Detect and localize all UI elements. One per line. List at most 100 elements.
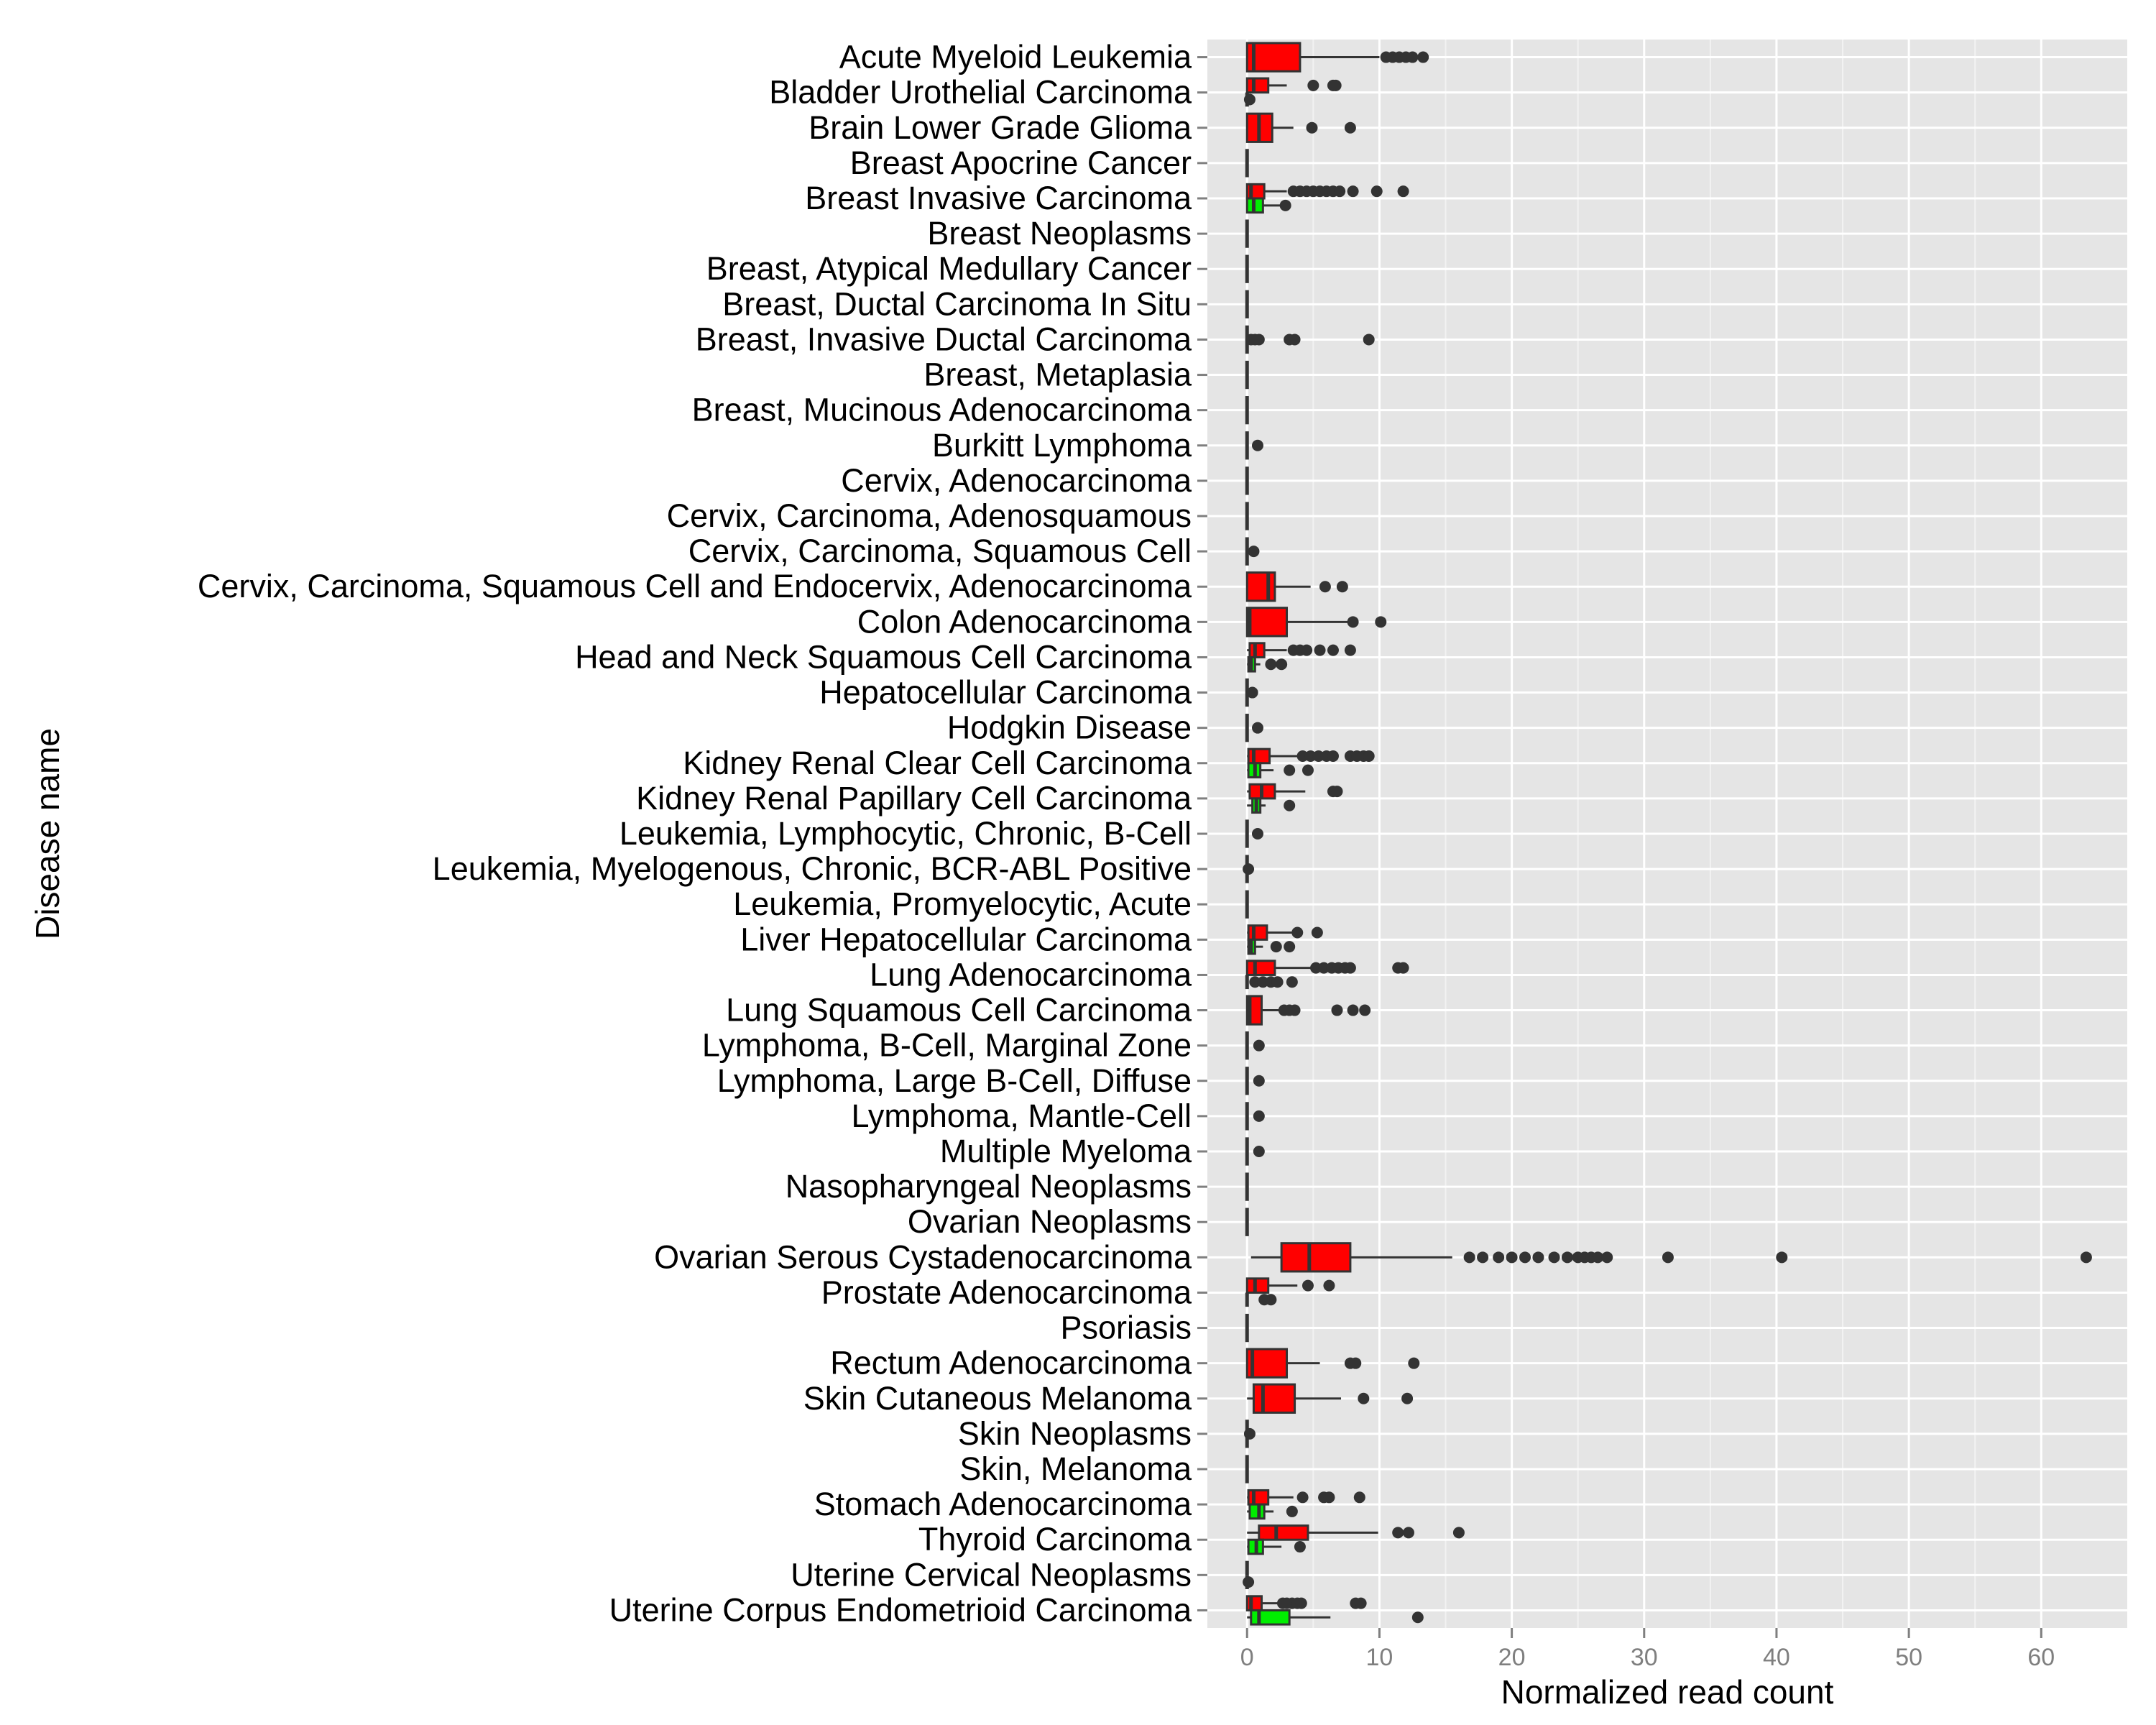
outlier-point [1463, 1251, 1475, 1264]
outlier-point [1294, 1541, 1306, 1553]
box-a [1245, 960, 1409, 976]
box-iqr [1245, 42, 1302, 73]
box-b [1245, 197, 1291, 214]
box-iqr [1252, 1383, 1296, 1414]
outlier-point [1314, 644, 1326, 656]
outlier-point [1243, 1576, 1255, 1588]
box-b [1247, 938, 1296, 955]
box-iqr [1245, 1277, 1270, 1294]
y-tick-label: Multiple Myeloma [940, 1133, 1192, 1169]
y-tick-label: Kidney Renal Papillary Cell Carcinoma [636, 780, 1192, 816]
outlier-point [1251, 439, 1263, 451]
box-iqr [1248, 642, 1266, 658]
outlier-point [1257, 976, 1269, 988]
y-tick-label: Skin Neoplasms [958, 1415, 1192, 1452]
x-tick-label: 10 [1366, 1644, 1393, 1671]
y-tick-label: Hodgkin Disease [947, 709, 1192, 746]
outlier-point [1397, 185, 1409, 198]
y-tick-label: Cervix, Carcinoma, Adenosquamous [667, 497, 1192, 534]
outlier-point [1318, 962, 1330, 974]
outlier-point [1344, 644, 1356, 656]
box-a [1245, 678, 1258, 707]
outlier-point [1532, 1251, 1544, 1264]
y-tick-label: Thyroid Carcinoma [918, 1521, 1192, 1558]
outlier-point [1249, 976, 1261, 988]
box-a [1250, 1242, 2092, 1273]
outlier-point [1519, 1251, 1531, 1264]
outlier-point [1243, 863, 1255, 875]
box-a [1245, 1067, 1265, 1095]
y-tick-label: Breast, Ductal Carcinoma In Situ [722, 285, 1192, 322]
x-axis-title: Normalized read count [1501, 1673, 1834, 1711]
outlier-point [1289, 334, 1301, 346]
y-tick-label: Prostate Adenocarcinoma [821, 1274, 1192, 1310]
outlier-point [2080, 1251, 2092, 1264]
box-b [1247, 797, 1296, 814]
outlier-point [1296, 1491, 1309, 1504]
outlier-point [1301, 644, 1313, 656]
y-tick-label: Kidney Renal Clear Cell Carcinoma [683, 745, 1192, 781]
box-b [1247, 762, 1314, 778]
y-tick-label: Uterine Corpus Endometrioid Carcinoma [609, 1591, 1192, 1628]
y-tick-label: Cervix, Carcinoma, Squamous Cell and End… [198, 568, 1192, 604]
box-a [1245, 112, 1356, 143]
box-iqr [1245, 571, 1276, 602]
y-tick-label: Ovarian Neoplasms [908, 1203, 1192, 1240]
outlier-point [1392, 1527, 1404, 1539]
outlier-point [1344, 962, 1356, 974]
outlier-point [1284, 941, 1296, 953]
outlier-point [1306, 121, 1318, 134]
outlier-point [1284, 764, 1296, 776]
box-a [1245, 1277, 1335, 1294]
y-tick-label: Breast, Mucinous Adenocarcinoma [692, 392, 1192, 428]
outlier-point [1363, 750, 1375, 762]
x-tick-label: 40 [1763, 1644, 1790, 1671]
box-iqr [1247, 924, 1268, 941]
outlier-point [1477, 1251, 1489, 1264]
y-tick-label: Uterine Cervical Neoplasms [791, 1556, 1192, 1593]
box-b [1243, 92, 1256, 107]
outlier-point [1561, 1251, 1573, 1264]
y-tick-label: Rectum Adenocarcinoma [830, 1345, 1192, 1381]
y-tick-label: Burkitt Lymphoma [932, 427, 1192, 464]
box-b [1243, 1575, 1255, 1589]
outlier-point [1286, 976, 1298, 988]
outlier-point [1401, 1392, 1414, 1404]
outlier-point [1253, 1039, 1265, 1052]
box-a [1245, 571, 1348, 602]
box-b [1245, 975, 1298, 990]
y-tick-label: Skin Cutaneous Melanoma [803, 1380, 1192, 1417]
outlier-point [1312, 750, 1325, 762]
outlier-point [1296, 750, 1309, 762]
outlier-point [1291, 926, 1304, 939]
x-axis: 0 10 20 30 40 50 60 [1240, 1628, 2055, 1671]
box-a [1243, 855, 1255, 883]
y-tick-label: Breast Invasive Carcinoma [805, 180, 1192, 216]
box-a [1245, 995, 1371, 1026]
outlier-point [1408, 1357, 1420, 1369]
outlier-point [1251, 722, 1263, 734]
y-tick-label: Bladder Urothelial Carcinoma [769, 74, 1192, 111]
y-tick-label: Lymphoma, B-Cell, Marginal Zone [702, 1027, 1192, 1064]
x-tick-label: 50 [1895, 1644, 1922, 1671]
outlier-point [1350, 1357, 1362, 1369]
box-b [1247, 1503, 1298, 1520]
outlier-point [1592, 1251, 1604, 1264]
outlier-point [1359, 1004, 1371, 1016]
outlier-point [1330, 79, 1342, 91]
y-tick-label: Lung Adenocarcinoma [870, 956, 1192, 993]
outlier-point [1375, 616, 1387, 628]
x-tick-label: 60 [2027, 1644, 2055, 1671]
box-b [1245, 1292, 1277, 1307]
x-tick-label: 20 [1498, 1644, 1526, 1671]
box-iqr [1248, 1503, 1266, 1520]
outlier-point [1265, 658, 1277, 671]
box-series [1243, 42, 2092, 1626]
y-tick-label: Colon Adenocarcinoma [857, 603, 1192, 640]
outlier-point [1286, 1505, 1298, 1517]
box-b [1247, 1609, 1424, 1626]
y-tick-label: Stomach Adenocarcinoma [814, 1486, 1192, 1522]
box-a [1245, 1031, 1265, 1060]
y-tick-label: Lymphoma, Large B-Cell, Diffuse [717, 1062, 1192, 1099]
